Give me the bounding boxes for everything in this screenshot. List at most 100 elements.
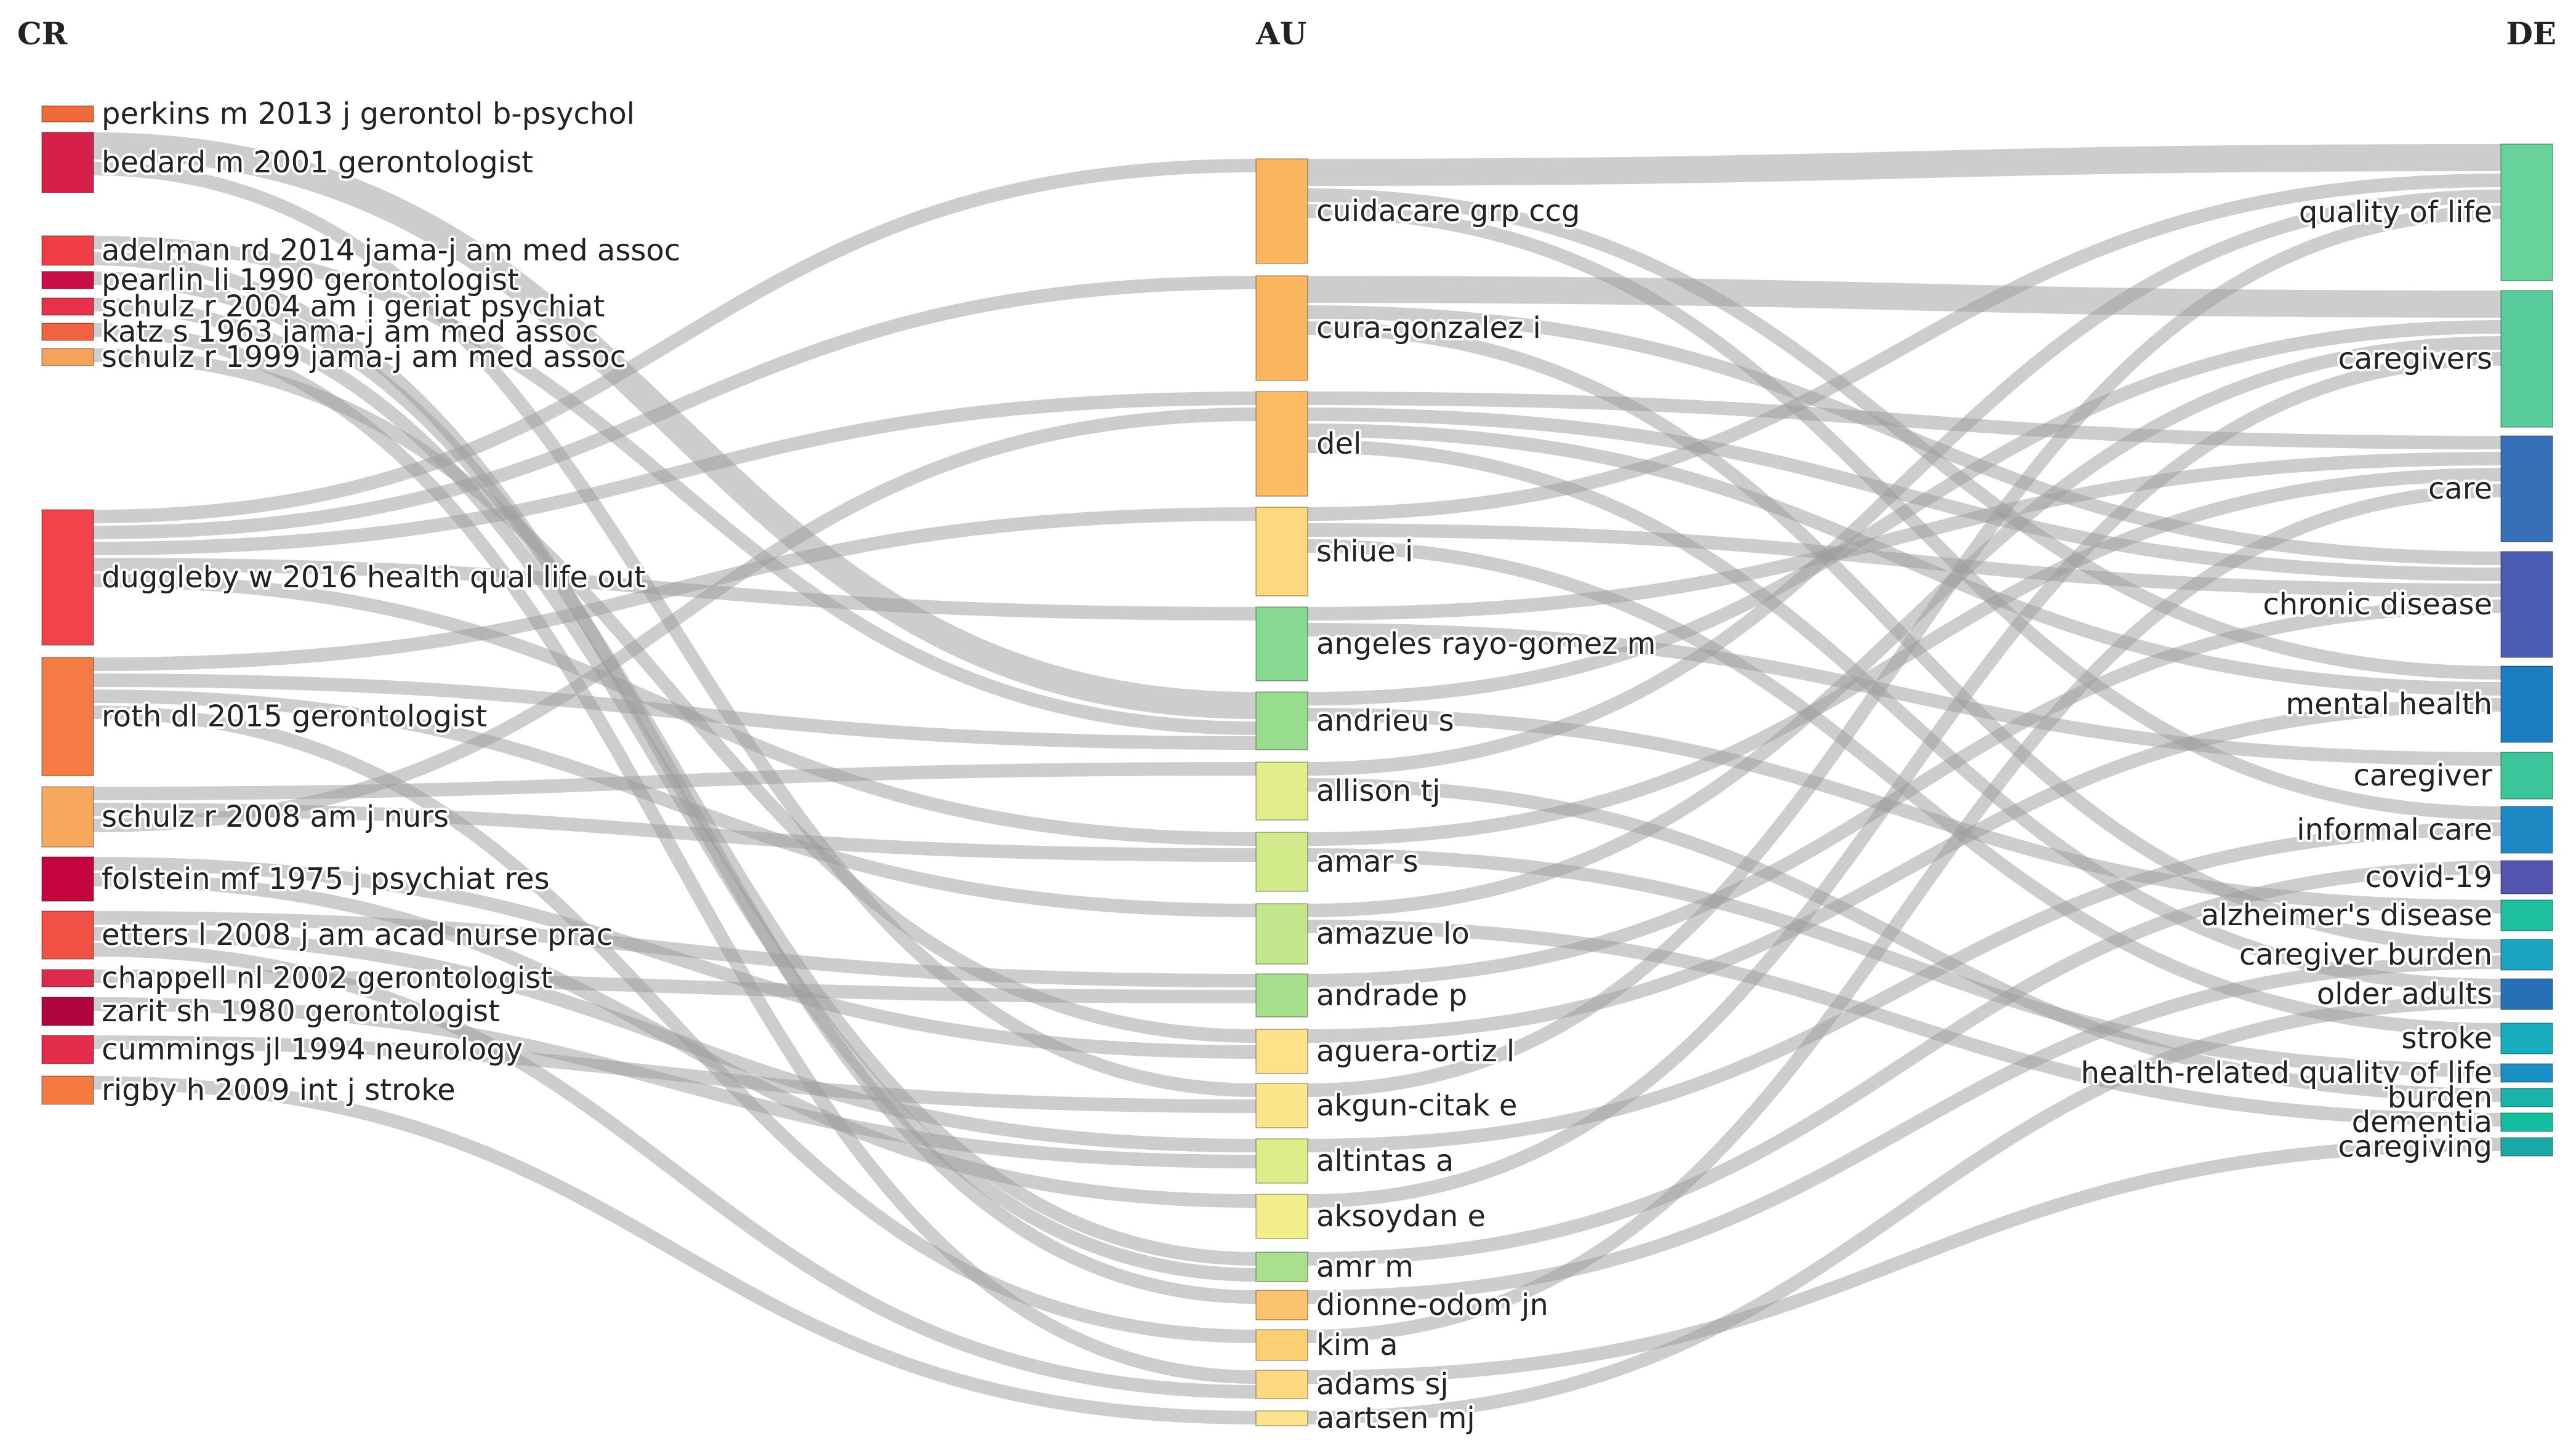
node-au[interactable] (1255, 507, 1308, 596)
node-au[interactable] (1255, 1138, 1308, 1184)
sankey-link (93, 392, 1257, 555)
node-label-cr: folstein mf 1975 j psychiat res (102, 862, 550, 896)
node-cr[interactable] (41, 910, 94, 960)
node-label-au: amazue lo (1316, 917, 1470, 951)
node-cr[interactable] (41, 856, 94, 902)
node-label-au: aksoydan e (1316, 1199, 1486, 1234)
node-au[interactable] (1255, 691, 1308, 750)
node-label-cr: katz s 1963 jama-j am med assoc (102, 315, 598, 349)
node-cr[interactable] (41, 969, 94, 987)
node-label-au: amar s (1316, 845, 1419, 879)
node-de[interactable] (2500, 939, 2553, 971)
node-label-au: akgun-citak e (1316, 1088, 1517, 1123)
labels-layer: perkins m 2013 j gerontol b-psychol bedar… (99, 94, 2495, 1438)
node-cr[interactable] (41, 509, 94, 646)
node-label-au: kim a (1316, 1328, 1398, 1362)
node-label-au: aartsen mj (1316, 1401, 1475, 1436)
node-label-au: cuidacare grp ccg (1316, 194, 1580, 228)
node-de[interactable] (2500, 752, 2553, 800)
node-label-cr: pearlin li 1990 gerontologist (102, 263, 519, 297)
node-au[interactable] (1255, 832, 1308, 892)
node-de[interactable] (2500, 806, 2553, 854)
node-au[interactable] (1255, 1083, 1308, 1128)
node-cr[interactable] (41, 132, 94, 193)
node-au[interactable] (1255, 606, 1308, 681)
node-au[interactable] (1255, 158, 1308, 264)
node-au[interactable] (1255, 761, 1308, 821)
node-au[interactable] (1255, 1370, 1308, 1399)
node-au[interactable] (1255, 391, 1308, 497)
node-au[interactable] (1255, 903, 1308, 965)
node-cr[interactable] (41, 235, 94, 266)
sankey-link (93, 298, 1257, 1282)
node-de[interactable] (2500, 860, 2553, 894)
links-layer (93, 132, 2502, 1424)
node-de[interactable] (2500, 551, 2553, 658)
node-label-au: allison tj (1316, 774, 1441, 808)
node-au[interactable] (1255, 1194, 1308, 1239)
node-label-de: covid-19 (2365, 860, 2492, 894)
node-label-cr: schulz r 1999 jama-j am med assoc (102, 340, 626, 374)
node-de[interactable] (2500, 143, 2553, 281)
node-label-au: amr m (1316, 1250, 1414, 1284)
node-de[interactable] (2500, 290, 2553, 428)
node-au[interactable] (1255, 1410, 1308, 1426)
node-de[interactable] (2500, 899, 2553, 931)
node-label-cr: etters l 2008 j am acad nurse prac (102, 918, 613, 952)
column-title-de: DE (2506, 15, 2556, 52)
node-cr[interactable] (41, 323, 94, 341)
node-cr[interactable] (41, 271, 94, 289)
node-label-au: cura-gonzalez i (1316, 311, 1541, 345)
sankey-link (1307, 778, 2502, 1102)
node-cr[interactable] (41, 1035, 94, 1064)
sankey-link (93, 162, 1257, 1097)
node-cr[interactable] (41, 657, 94, 776)
node-au[interactable] (1255, 1251, 1308, 1282)
node-cr[interactable] (41, 105, 94, 123)
node-au[interactable] (1255, 973, 1308, 1018)
node-label-cr: cummings jl 1994 neurology (102, 1032, 523, 1067)
sankey-link (1307, 440, 2502, 992)
sankey-link (1307, 452, 2502, 621)
node-de[interactable] (2500, 1022, 2553, 1054)
node-de[interactable] (2500, 665, 2553, 743)
sankey-link (1307, 523, 2502, 597)
node-au[interactable] (1255, 1290, 1308, 1320)
node-au[interactable] (1255, 275, 1308, 381)
sankey-link (93, 132, 1257, 719)
nodes-layer (41, 105, 2553, 1426)
node-label-de: care (2428, 472, 2492, 506)
sankey-link (1307, 206, 2502, 1097)
node-label-de: chronic disease (2263, 587, 2492, 622)
node-label-au: andrade p (1316, 978, 1467, 1013)
sankey-link (1307, 392, 2502, 449)
node-cr[interactable] (41, 297, 94, 316)
sankey-link (93, 159, 1257, 523)
sankey-link (1307, 174, 2502, 521)
node-label-de: health-related quality of life (2081, 1056, 2492, 1090)
node-label-de: informal care (2296, 813, 2492, 847)
node-de[interactable] (2500, 435, 2553, 542)
column-title-au: AU (1255, 15, 1306, 52)
node-au[interactable] (1255, 1029, 1308, 1074)
sankey-link (1307, 321, 2502, 953)
sankey-link (1307, 623, 2502, 766)
node-cr[interactable] (41, 786, 94, 848)
node-de[interactable] (2500, 1137, 2553, 1157)
sankey-link (1307, 484, 2502, 1343)
node-cr[interactable] (41, 1075, 94, 1105)
node-de[interactable] (2500, 1063, 2553, 1083)
node-cr[interactable] (41, 348, 94, 366)
node-label-cr: roth dl 2015 gerontologist (102, 699, 487, 734)
node-label-cr: bedard m 2001 gerontologist (102, 145, 533, 180)
node-label-cr: rigby h 2009 int j stroke (102, 1073, 456, 1107)
node-label-cr: chappell nl 2002 gerontologist (102, 961, 552, 995)
node-de[interactable] (2500, 1088, 2553, 1107)
node-de[interactable] (2500, 978, 2553, 1010)
node-au[interactable] (1255, 1329, 1308, 1361)
node-label-de: caregiver burden (2239, 938, 2492, 972)
node-de[interactable] (2500, 1112, 2553, 1132)
node-cr[interactable] (41, 997, 94, 1026)
